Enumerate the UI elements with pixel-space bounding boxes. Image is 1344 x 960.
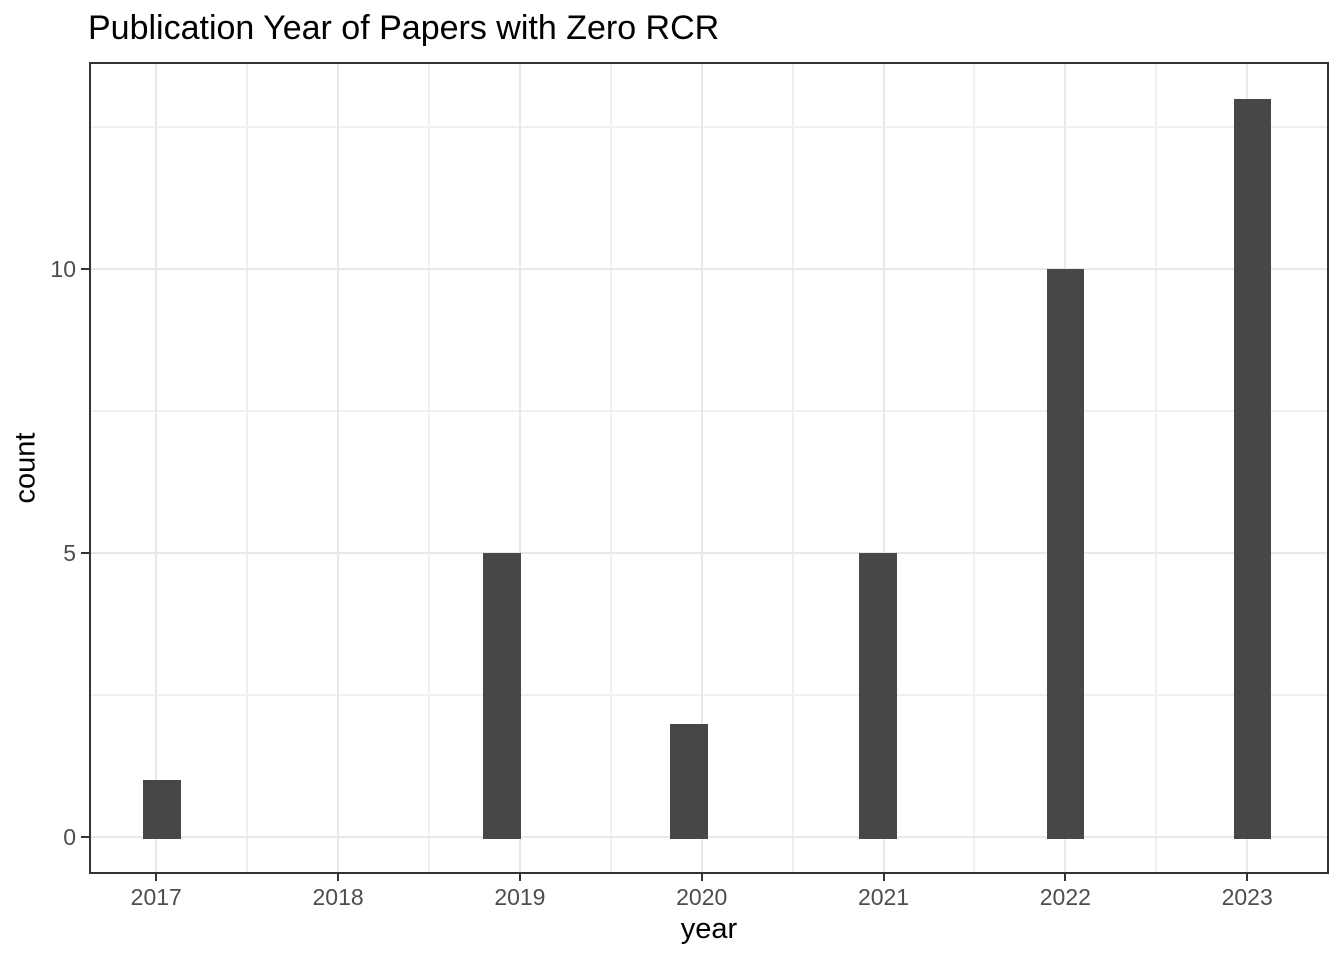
x-axis-title: year <box>680 913 738 945</box>
x-tick-mark <box>700 874 703 881</box>
bar-2023 <box>1233 98 1272 840</box>
bar-2021 <box>859 553 897 840</box>
x-tick-label: 2018 <box>312 884 364 910</box>
x-tick-label: 2021 <box>857 884 910 910</box>
gridline-x-minor <box>428 62 430 874</box>
gridline-y-minor <box>89 126 1329 129</box>
gridline-y-minor <box>89 410 1329 413</box>
y-tick-mark <box>81 836 89 839</box>
x-tick-mark <box>1246 874 1249 881</box>
y-tick-mark <box>81 268 89 271</box>
x-tick-mark <box>155 874 158 881</box>
y-tick-label: 0 <box>63 824 76 851</box>
y-axis-title: count <box>9 432 42 504</box>
y-tick-mark <box>81 552 89 555</box>
x-tick-mark <box>1064 874 1067 881</box>
gridline-x-minor <box>791 62 794 874</box>
bar-2020 <box>670 723 708 840</box>
gridline-x-major <box>882 62 885 874</box>
x-tick-label: 2017 <box>130 884 182 910</box>
bar-2019 <box>482 553 521 840</box>
gridline-x-minor <box>1155 62 1158 874</box>
gridline-x-major <box>700 62 703 874</box>
gridline-x-major <box>518 62 521 874</box>
x-tick-mark <box>882 874 885 881</box>
gridline-x-minor <box>973 62 976 874</box>
x-tick-label: 2022 <box>1039 884 1091 910</box>
gridline-x-minor <box>246 62 249 874</box>
gridline-y-major <box>89 268 1329 271</box>
bar-2017 <box>142 780 181 840</box>
x-tick-mark <box>337 874 340 881</box>
x-tick-label: 2019 <box>494 884 546 910</box>
gridline-y-major <box>89 836 1329 839</box>
gridline-y-major <box>89 552 1329 555</box>
panel-border <box>89 62 1329 874</box>
x-tick-mark <box>518 874 521 881</box>
gridline-x-major <box>155 62 158 874</box>
gridline-y-minor <box>89 694 1329 697</box>
gridline-x-major <box>337 62 340 874</box>
y-tick-label: 5 <box>63 540 76 567</box>
plot-title: Publication Year of Papers with Zero RCR <box>88 9 720 47</box>
bar-2022 <box>1046 269 1085 840</box>
y-tick-label: 10 <box>50 256 76 283</box>
x-tick-label: 2020 <box>676 884 728 910</box>
x-tick-label: 2023 <box>1221 884 1273 910</box>
gridline-x-minor <box>609 62 612 874</box>
